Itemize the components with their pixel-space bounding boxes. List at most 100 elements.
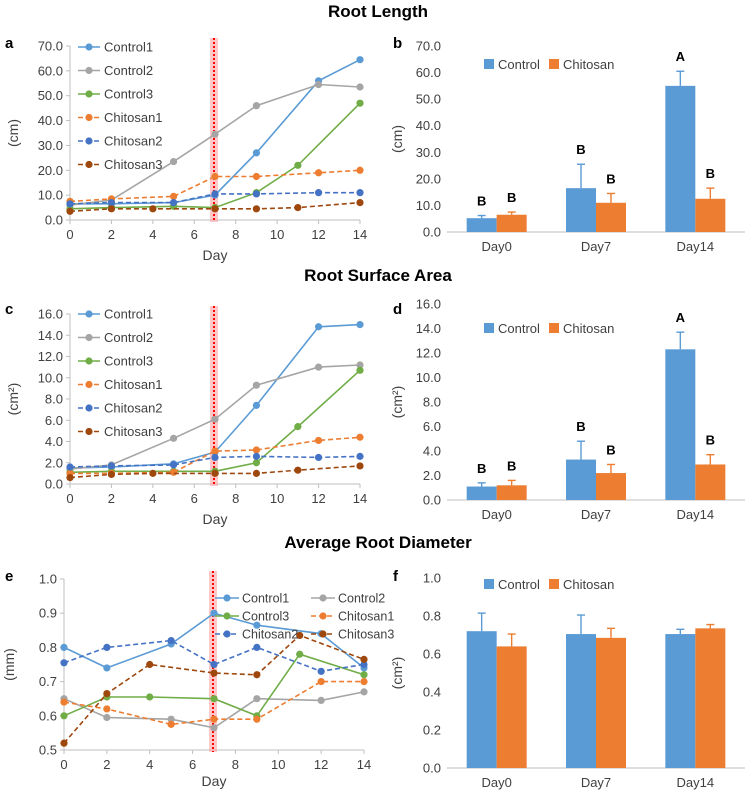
legend-marker-chitosan3	[85, 160, 93, 169]
data-point-chitosan2	[60, 659, 68, 667]
bar-chitosan-day7	[596, 202, 626, 232]
section-title-root-surface-area: Root Surface Area	[304, 266, 452, 285]
x-tick-label: 12	[311, 227, 325, 242]
data-point-chitosan1	[103, 705, 111, 713]
data-point-control1	[314, 323, 323, 331]
data-point-control2	[169, 157, 178, 166]
y-tick-label: 0.0	[423, 225, 441, 240]
legend: Control1 Control2 Control3 Chitosan1 Chitosa…	[215, 592, 394, 642]
data-point-chitosan2	[66, 463, 74, 471]
bar-control-day14	[665, 634, 696, 768]
bar-chitosan-day0	[496, 214, 527, 232]
y-tick-label: 12.0	[38, 349, 63, 364]
legend-label-control1: Control1	[242, 592, 289, 606]
data-point-chitosan2	[356, 452, 364, 460]
data-point-chitosan2	[107, 199, 116, 207]
bar-chitosan-day0	[496, 646, 527, 768]
data-point-chitosan2	[356, 189, 364, 197]
x-axis-label: Day	[203, 511, 228, 527]
bar-control-day7	[566, 188, 596, 232]
chart-root-length-line: 0.0 10.0 20.0 30.0 40.0 50.0 60.0 70.0 0 2 4 6 8 10 12…	[5, 38, 367, 263]
data-point-control3	[252, 459, 261, 467]
data-point-chitosan2	[360, 660, 368, 669]
y-tick-label: 50.0	[416, 92, 441, 107]
data-point-chitosan3	[107, 205, 116, 213]
legend-label-chitosan1: Chitosan1	[338, 610, 394, 624]
x-tick-label: Day0	[481, 775, 511, 790]
data-point-chitosan3	[253, 671, 261, 679]
panel-letter-e: e	[5, 568, 13, 585]
significance-letter: B	[576, 142, 585, 157]
panel-letter-a: a	[5, 35, 14, 52]
data-point-control3	[356, 366, 364, 374]
data-point-chitosan1	[314, 169, 323, 177]
data-point-chitosan1	[211, 447, 219, 455]
legend-label-chitosan: Chitosan	[563, 577, 614, 592]
y-tick-label: 0.6	[423, 647, 441, 662]
panel-letter-d: d	[393, 301, 402, 318]
section-title-average-root-diameter: Average Root Diameter	[284, 533, 472, 552]
data-point-chitosan3	[149, 469, 157, 477]
x-tick-label: 14	[353, 491, 367, 506]
y-axis-label: (mm)	[1, 648, 17, 681]
data-point-chitosan3	[356, 462, 364, 470]
data-point-chitosan3	[107, 470, 116, 479]
legend-marker-chitosan1	[319, 612, 327, 620]
legend: Control1 Control2 Control3 Chitosan1 Chitosa…	[78, 40, 163, 172]
y-tick-label: 14.0	[38, 328, 63, 343]
data-point-control2	[211, 130, 219, 138]
legend-label-control1: Control1	[104, 307, 153, 322]
x-tick-label: 6	[191, 227, 198, 242]
data-point-control3	[294, 423, 302, 431]
y-tick-label: 10.0	[416, 370, 441, 385]
x-tick-label: 12	[314, 757, 328, 772]
y-tick-label: 8.0	[45, 392, 63, 407]
x-tick-label: Day14	[677, 239, 715, 254]
legend: Control Chitosan	[484, 57, 614, 72]
legend-label-chitosan3: Chitosan3	[104, 424, 163, 439]
legend-marker-control3	[85, 90, 93, 98]
legend-label-chitosan2: Chitosan2	[104, 134, 163, 149]
y-tick-label: 1.0	[39, 572, 57, 587]
data-point-control1	[253, 621, 261, 629]
data-point-chitosan3	[66, 474, 74, 482]
data-point-chitosan2	[211, 453, 219, 462]
bar-chitosan-day14	[695, 198, 726, 232]
y-tick-label: 10.0	[38, 370, 63, 385]
legend-label-chitosan: Chitosan	[563, 321, 614, 336]
data-point-chitosan2	[169, 199, 178, 207]
legend-label-control1: Control1	[104, 40, 153, 55]
data-point-chitosan1	[253, 715, 261, 723]
data-point-control2	[314, 363, 323, 371]
data-point-control3	[360, 671, 368, 679]
data-point-chitosan3	[294, 203, 302, 212]
x-tick-label: 10	[271, 757, 285, 772]
y-tick-label: 0.8	[39, 640, 57, 655]
y-tick-label: 14.0	[416, 321, 441, 336]
legend-marker-chitosan2	[85, 137, 93, 145]
data-point-control2	[356, 361, 364, 369]
legend-label-chitosan1: Chitosan1	[104, 377, 163, 392]
legend-marker-control3	[223, 612, 231, 620]
x-tick-label: 14	[353, 227, 367, 242]
chart-surface-area-bar: 0.0 2.0 4.0 6.0 8.0 10.0 12.0 14.0 16.0 (cm²) Day0…	[389, 297, 745, 522]
data-point-control2	[211, 415, 219, 423]
y-tick-label: 0.7	[39, 674, 57, 689]
bar-control-day7	[566, 634, 596, 768]
y-tick-label: 0.9	[39, 606, 57, 621]
data-point-chitosan2	[210, 660, 218, 669]
x-tick-label: Day0	[481, 507, 511, 522]
x-tick-label: 2	[103, 757, 110, 772]
significance-letter: B	[477, 461, 486, 476]
x-tick-label: 8	[232, 757, 239, 772]
y-tick-label: 60.0	[38, 63, 63, 78]
legend-label-control: Control	[498, 577, 540, 592]
y-tick-label: 0.8	[423, 609, 441, 624]
x-tick-label: 0	[66, 227, 73, 242]
y-tick-label: 2.0	[45, 455, 63, 470]
legend-marker-control2	[85, 333, 93, 342]
legend-label-control2: Control2	[104, 330, 153, 345]
x-axis-label: Day	[203, 247, 228, 263]
data-point-chitosan3	[211, 469, 219, 477]
